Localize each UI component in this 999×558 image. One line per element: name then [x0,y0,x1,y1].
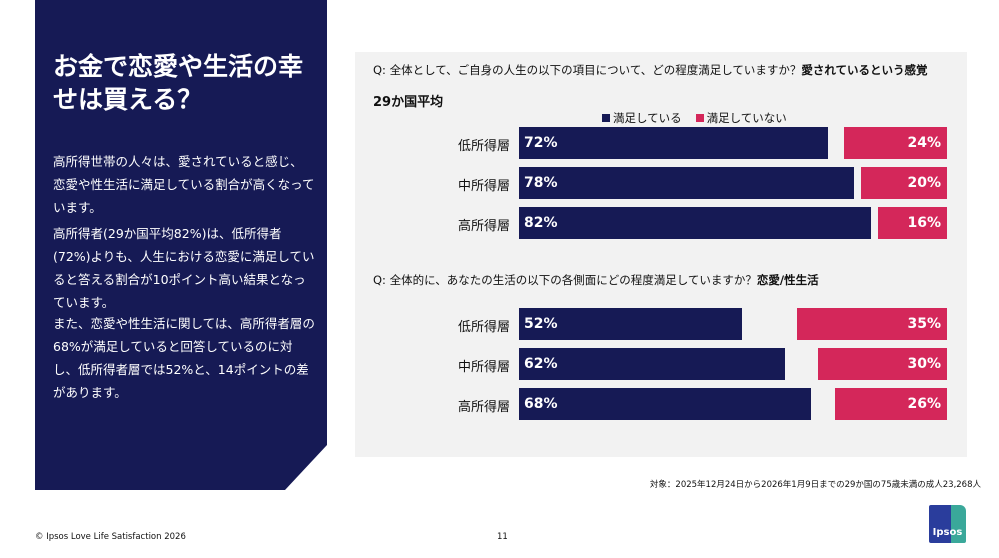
copyright: © Ipsos Love Life Satisfaction 2026 [35,532,186,542]
category-label: 低所得層 [457,139,510,154]
bar-satisfied: 68% [519,388,811,420]
category-label: 中所得層 [457,360,510,375]
category-label: 中所得層 [457,179,510,194]
paragraph-1: 高所得世帯の人々は、愛されていると感じ、恋愛や性生活に満足している割合が高くなっ… [53,154,315,215]
question-text: Q: 全体として、ご自身の人生の以下の項目について、どの程度満足していますか？ [373,63,802,77]
question-2: Q: 全体的に、あなたの生活の以下の各側面にどの程度満足していますか？恋愛/性生… [373,272,819,288]
paragraph-3: また、恋愛や性生活に関しては、高所得者層の68%が満足していると回答しているのに… [53,316,315,400]
chart-subtitle: 29か国平均 [373,95,444,110]
bar-satisfied: 52% [519,308,743,340]
bar-satisfied: 72% [519,127,828,159]
bar-unsatisfied: 35% [796,308,947,340]
summary-panel: お金で恋愛や生活の幸せは買える？ 高所得世帯の人々は、愛されていると感じ、恋愛や… [35,0,327,490]
question-topic: 愛されているという感覚 [801,63,928,77]
page-number: 11 [497,532,508,542]
bar-unsatisfied: 20% [861,167,947,199]
bar-unsatisfied: 16% [878,207,947,239]
question-text: Q: 全体的に、あなたの生活の以下の各側面にどの程度満足していますか？ [373,273,757,287]
footnote: 対象：2025年12月24日から2026年1月9日までの29か国の75歳未満の成… [649,480,981,490]
ipsos-logo: Ipsos [929,505,966,543]
legend-item-satisfied: 満足している [602,110,682,126]
bar-unsatisfied: 30% [818,348,947,380]
category-label: 高所得層 [457,219,510,234]
bar-satisfied: 82% [519,207,871,239]
paragraph-2: 高所得者(29か国平均82%)は、低所得者(72%)よりも、人生における恋愛に満… [53,226,315,310]
page-title: お金で恋愛や生活の幸せは買える？ [53,52,304,114]
bar-satisfied: 78% [519,167,854,199]
bar-unsatisfied: 26% [835,388,947,420]
legend-item-unsatisfied: 満足していない [695,110,787,126]
bar-satisfied: 62% [519,348,785,380]
question-topic: 恋愛/性生活 [756,273,819,287]
legend: 満足している 満足していない [602,110,787,126]
question-1: Q: 全体として、ご自身の人生の以下の項目について、どの程度満足していますか？愛… [373,62,928,78]
category-label: 高所得層 [457,400,510,415]
bar-unsatisfied: 24% [844,127,947,159]
category-label: 低所得層 [457,320,510,335]
